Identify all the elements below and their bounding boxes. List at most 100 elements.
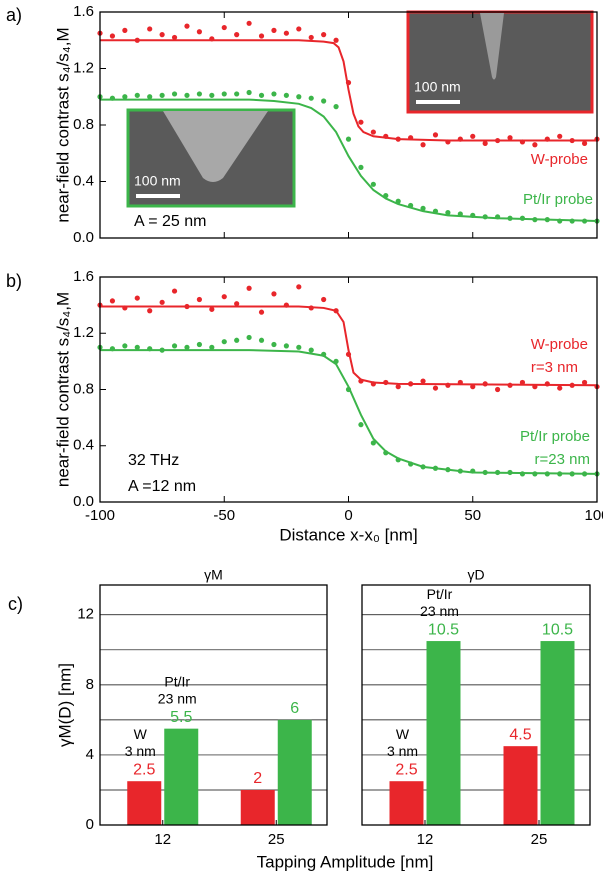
data-point: [159, 92, 165, 98]
series-label: Pt/Ir probe: [523, 191, 593, 208]
series-radius: 23 nm: [158, 690, 197, 706]
y-tick-label: 1.6: [73, 3, 94, 20]
bar: [389, 781, 424, 825]
data-point: [159, 31, 165, 38]
data-point: [457, 379, 463, 386]
data-point: [159, 299, 165, 305]
annotation: A = 25 nm: [134, 213, 207, 230]
data-point: [271, 291, 277, 297]
data-point: [321, 98, 327, 104]
x-tick-label: -50: [213, 507, 235, 524]
data-point: [544, 381, 550, 387]
data-point: [171, 343, 178, 349]
data-point: [258, 92, 265, 98]
panel-title: γM: [204, 567, 223, 583]
data-point: [109, 346, 116, 352]
value-label: 6: [290, 700, 299, 717]
data-point: [370, 381, 376, 387]
y-tick-label: 0.8: [73, 116, 94, 133]
data-point: [519, 139, 526, 145]
data-point: [209, 92, 215, 98]
data-point: [109, 33, 116, 39]
y-tick-label: 0.8: [73, 380, 94, 397]
data-point: [569, 218, 575, 224]
data-point: [209, 344, 215, 350]
axes-frame: [99, 276, 598, 503]
data-point: [395, 384, 401, 390]
probe-tip: [480, 13, 504, 80]
data-point: [296, 26, 302, 32]
data-point: [358, 164, 364, 170]
data-point: [408, 461, 414, 467]
value-label: 10.5: [428, 621, 459, 638]
data-point: [457, 136, 463, 142]
data-point: [557, 471, 563, 477]
data-point: [470, 133, 476, 139]
data-point: [457, 468, 463, 474]
data-point: [184, 344, 190, 350]
data-point: [308, 347, 314, 353]
series-radius: r=3 nm: [531, 359, 578, 376]
data-point: [581, 471, 588, 477]
data-point: [258, 309, 265, 315]
panel-title: γD: [467, 567, 484, 583]
panel-label: c): [8, 594, 23, 614]
series-label: W-probe: [531, 151, 588, 168]
probe-tip: [163, 111, 268, 182]
value-label: 5.5: [170, 709, 192, 726]
data-point: [196, 341, 202, 348]
bar: [540, 641, 575, 825]
fit-line: [100, 39, 597, 142]
value-label: 10.5: [542, 621, 573, 638]
data-point: [432, 385, 439, 391]
data-point: [246, 89, 252, 96]
y-tick-label: 0.4: [73, 437, 94, 454]
data-point: [122, 343, 128, 349]
data-point: [507, 215, 513, 221]
data-point: [495, 386, 501, 393]
series-name: W: [134, 726, 148, 742]
x-tick-label: 12: [417, 831, 434, 848]
data-point: [134, 37, 140, 43]
y-axis-label: near-field contrast s₄/s₄,M: [53, 292, 72, 487]
data-point: [470, 468, 476, 474]
panel-label: a): [6, 5, 22, 25]
data-point: [159, 347, 165, 353]
series-label: Pt/Ir probe: [520, 428, 590, 445]
data-point: [544, 136, 550, 142]
data-point: [370, 181, 376, 187]
bar: [240, 789, 275, 825]
data-point: [283, 302, 289, 308]
data-point: [271, 27, 277, 33]
data-point: [308, 95, 314, 101]
data-point: [581, 140, 588, 146]
data-point: [184, 303, 190, 310]
bar: [164, 728, 199, 825]
data-point: [147, 346, 153, 352]
data-point: [333, 308, 339, 314]
data-point: [395, 198, 401, 204]
data-point: [283, 30, 289, 36]
panel-label: b): [6, 271, 22, 291]
x-tick-label: 0: [344, 507, 352, 524]
series-name: Pt/Ir: [164, 673, 190, 689]
data-point: [395, 136, 401, 142]
x-tick-label: 100: [584, 507, 603, 524]
data-point: [246, 334, 252, 341]
data-point: [495, 469, 501, 476]
bar: [503, 746, 538, 825]
data-point: [234, 31, 240, 38]
data-point: [283, 343, 289, 349]
series-name: Pt/Ir: [427, 586, 453, 602]
data-point: [333, 37, 339, 43]
data-point: [209, 306, 215, 312]
data-point: [196, 296, 202, 303]
series-radius: 3 nm: [125, 743, 156, 759]
y-tick-label: 12: [77, 606, 94, 623]
data-point: [134, 295, 140, 301]
x-axis-label: Tapping Amplitude [nm]: [257, 852, 434, 871]
data-point: [345, 136, 352, 142]
data-point: [221, 91, 227, 97]
